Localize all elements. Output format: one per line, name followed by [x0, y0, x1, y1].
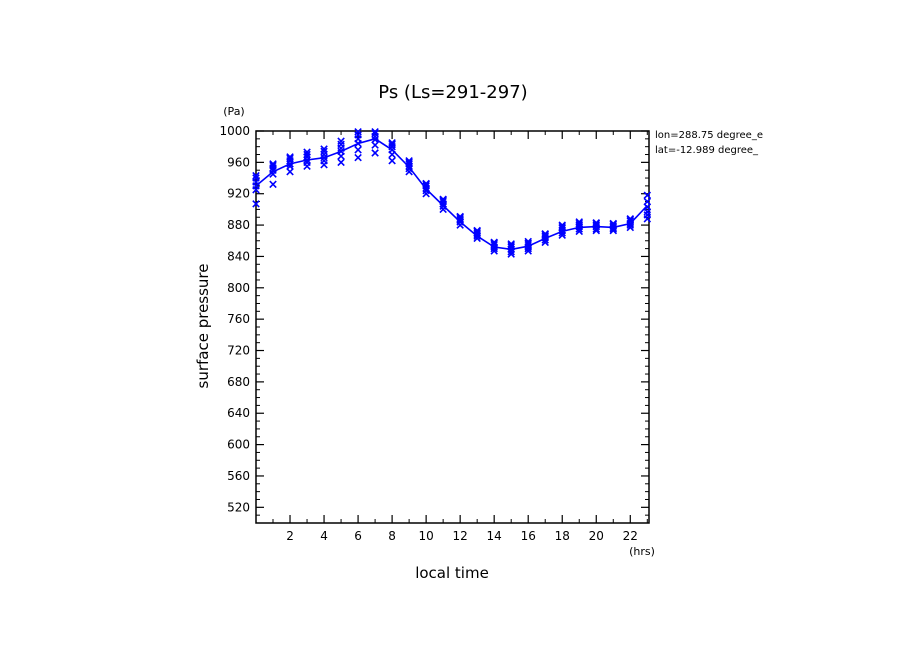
- y-tick-label: 920: [227, 187, 250, 201]
- x-tick-label: 8: [388, 529, 396, 543]
- y-tick-label: 760: [227, 312, 250, 326]
- y-tick-label: 640: [227, 406, 250, 420]
- data-point-marker: [388, 157, 396, 165]
- data-point-marker: [541, 229, 549, 238]
- data-point-marker: [303, 150, 311, 159]
- data-point-marker: [626, 217, 635, 225]
- data-point-marker: [609, 219, 618, 228]
- data-point-marker: [354, 153, 362, 162]
- y-tick-label: 960: [227, 155, 250, 169]
- x-tick-label: 20: [589, 529, 604, 543]
- y-axis-title: surface pressure: [194, 264, 212, 389]
- data-point-marker: [507, 241, 515, 250]
- data-point-marker: [422, 179, 430, 188]
- data-point-marker: [269, 180, 277, 189]
- data-point-marker: [626, 215, 635, 223]
- x-axis-title: local time: [415, 564, 489, 582]
- data-point-marker: [286, 162, 294, 171]
- y-tick-label: 520: [227, 500, 250, 514]
- x-tick-label: 18: [555, 529, 570, 543]
- data-point-marker: [371, 129, 379, 138]
- data-point-marker: [405, 157, 413, 165]
- lon-annotation: lon=288.75 degree_e: [655, 130, 763, 141]
- data-point-marker: [609, 222, 618, 230]
- data-point-marker: [269, 160, 277, 168]
- x-tick-label: 2: [286, 529, 294, 543]
- data-point-marker: [252, 174, 260, 182]
- y-tick-label: 680: [227, 375, 250, 389]
- x-tick-label: 6: [354, 529, 362, 543]
- data-point-marker: [252, 171, 260, 180]
- plot-frame: [255, 130, 650, 524]
- x-tick-label: 16: [521, 529, 536, 543]
- data-point-marker: [592, 218, 601, 227]
- y-tick-label: 600: [227, 438, 250, 452]
- y-tick-label: 720: [227, 344, 250, 358]
- data-point-marker: [524, 237, 532, 246]
- data-point-marker: [320, 145, 328, 153]
- y-tick-label: 1000: [219, 124, 250, 138]
- data-point-marker: [643, 191, 652, 200]
- data-point-marker: [388, 138, 396, 147]
- x-tick-label: 10: [418, 529, 433, 543]
- x-unit-label: (hrs): [629, 545, 655, 558]
- data-point-marker: [643, 203, 652, 211]
- data-point-marker: [575, 218, 584, 226]
- y-unit-label: (Pa): [223, 105, 244, 118]
- data-point-marker: [354, 146, 362, 154]
- data-point-marker: [473, 226, 481, 235]
- data-point-marker: [541, 232, 549, 240]
- data-point-marker: [558, 221, 566, 229]
- data-point-marker: [507, 240, 515, 248]
- data-point-marker: [286, 153, 294, 161]
- data-point-marker: [490, 238, 498, 247]
- data-point-marker: [592, 221, 601, 229]
- data-point-marker: [371, 149, 379, 157]
- data-point-marker: [269, 161, 277, 170]
- data-point-marker: [320, 147, 328, 156]
- data-point-marker: [456, 212, 464, 221]
- data-point-marker: [558, 222, 566, 231]
- y-tick-label: 800: [227, 281, 250, 295]
- data-point-marker: [388, 140, 396, 149]
- chart-title: Ps (Ls=291-297): [378, 82, 527, 103]
- data-point-marker: [405, 158, 413, 167]
- data-point-marker: [643, 197, 652, 206]
- series-layer: [252, 128, 652, 258]
- lat-annotation: lat=-12.989 degree_: [655, 145, 759, 156]
- data-point-marker: [490, 240, 498, 249]
- data-point-marker: [473, 229, 481, 237]
- y-tick-label: 880: [227, 218, 250, 232]
- data-point-marker: [371, 128, 379, 136]
- data-point-marker: [371, 141, 379, 149]
- data-point-marker: [439, 197, 447, 206]
- y-tick-label: 560: [227, 469, 250, 483]
- data-point-marker: [337, 137, 345, 145]
- x-tick-label: 4: [320, 529, 328, 543]
- mean-pressure-line: [255, 137, 648, 251]
- x-tick-label: 22: [623, 529, 638, 543]
- data-point-marker: [303, 158, 311, 167]
- data-point-marker: [456, 215, 464, 223]
- data-point-marker: [303, 148, 311, 156]
- data-point-marker: [252, 200, 260, 208]
- y-tick-label: 840: [227, 249, 250, 263]
- data-point-marker: [524, 239, 532, 247]
- data-point-marker: [286, 154, 294, 163]
- data-point-marker: [439, 195, 447, 203]
- data-point-marker: [354, 128, 362, 136]
- data-point-marker: [575, 219, 584, 228]
- data-point-marker: [337, 158, 345, 167]
- data-point-marker: [422, 182, 430, 190]
- x-tick-label: 14: [487, 529, 502, 543]
- axes: 520 560 600 640 680 720 760 800 840 880 920 960 1000…: [219, 124, 650, 543]
- x-tick-label: 12: [453, 529, 468, 543]
- data-point-marker: [286, 168, 294, 176]
